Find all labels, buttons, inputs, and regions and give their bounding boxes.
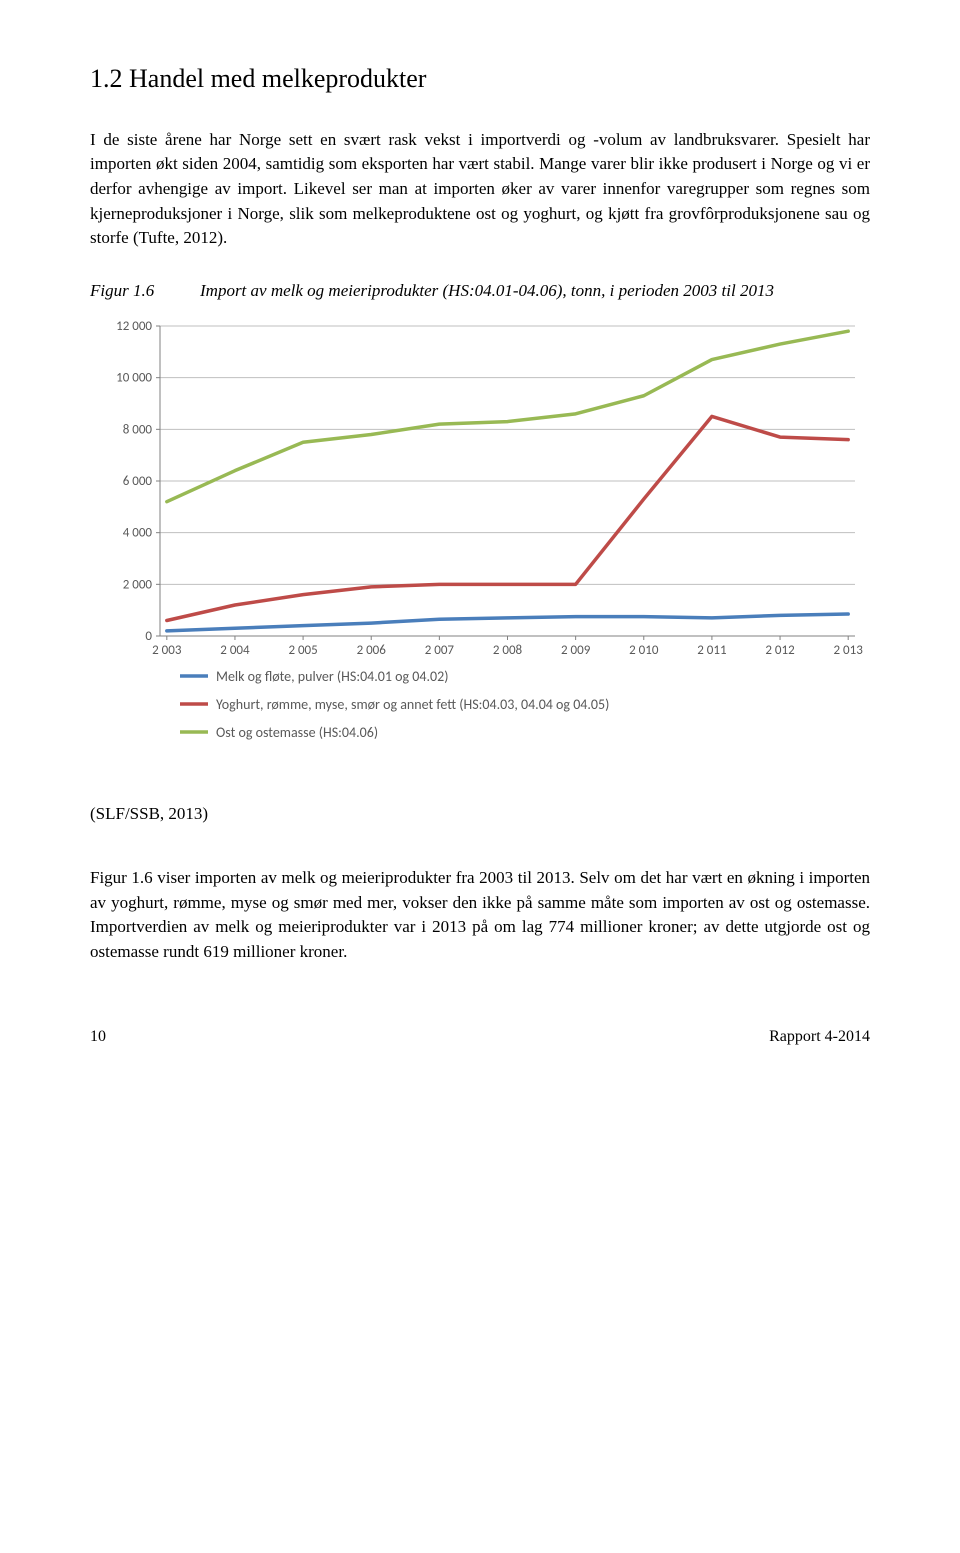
- svg-text:2 011: 2 011: [697, 643, 726, 658]
- svg-text:6 000: 6 000: [123, 474, 153, 489]
- svg-text:2 010: 2 010: [629, 643, 659, 658]
- figure-title: Import av melk og meieriprodukter (HS:04…: [200, 279, 870, 304]
- svg-text:2 004: 2 004: [220, 643, 250, 658]
- page-footer: 10 Rapport 4-2014: [90, 1025, 870, 1048]
- discussion-paragraph: Figur 1.6 viser importen av melk og meie…: [90, 866, 870, 965]
- intro-paragraph: I de siste årene har Norge sett en svært…: [90, 128, 870, 251]
- svg-text:Ost og ostemasse (HS:04.06): Ost og ostemasse (HS:04.06): [216, 724, 378, 741]
- svg-text:Yoghurt, rømme, myse, smør og: Yoghurt, rømme, myse, smør og annet fett…: [216, 696, 609, 713]
- chart-svg: 0 2 000 4 000 6 000 8 000 10 000 12 000 2 003 2 …: [90, 316, 870, 796]
- svg-text:Melk og fløte, pulver (HS:04.0: Melk og fløte, pulver (HS:04.01 og 04.02…: [216, 668, 448, 685]
- svg-text:0: 0: [145, 629, 152, 644]
- section-heading: 1.2 Handel med melkeprodukter: [90, 60, 870, 98]
- svg-text:2 008: 2 008: [493, 643, 523, 658]
- svg-text:4 000: 4 000: [123, 525, 153, 540]
- svg-text:2 009: 2 009: [561, 643, 591, 658]
- figure-label: Figur 1.6: [90, 279, 200, 304]
- svg-text:2 012: 2 012: [765, 643, 795, 658]
- svg-text:2 003: 2 003: [152, 643, 182, 658]
- page-number: 10: [90, 1025, 106, 1048]
- line-chart: 0 2 000 4 000 6 000 8 000 10 000 12 000 2 003 2 …: [90, 316, 870, 796]
- svg-text:2 007: 2 007: [425, 643, 455, 658]
- chart-source: (SLF/SSB, 2013): [90, 802, 870, 827]
- svg-text:2 006: 2 006: [357, 643, 387, 658]
- svg-text:12 000: 12 000: [116, 319, 152, 334]
- svg-text:8 000: 8 000: [123, 422, 153, 437]
- svg-text:10 000: 10 000: [116, 370, 152, 385]
- svg-text:2 013: 2 013: [834, 643, 864, 658]
- figure-caption: Figur 1.6 Import av melk og meieriproduk…: [90, 279, 870, 304]
- svg-text:2 005: 2 005: [288, 643, 317, 658]
- report-id: Rapport 4-2014: [769, 1025, 870, 1048]
- svg-text:2 000: 2 000: [123, 577, 153, 592]
